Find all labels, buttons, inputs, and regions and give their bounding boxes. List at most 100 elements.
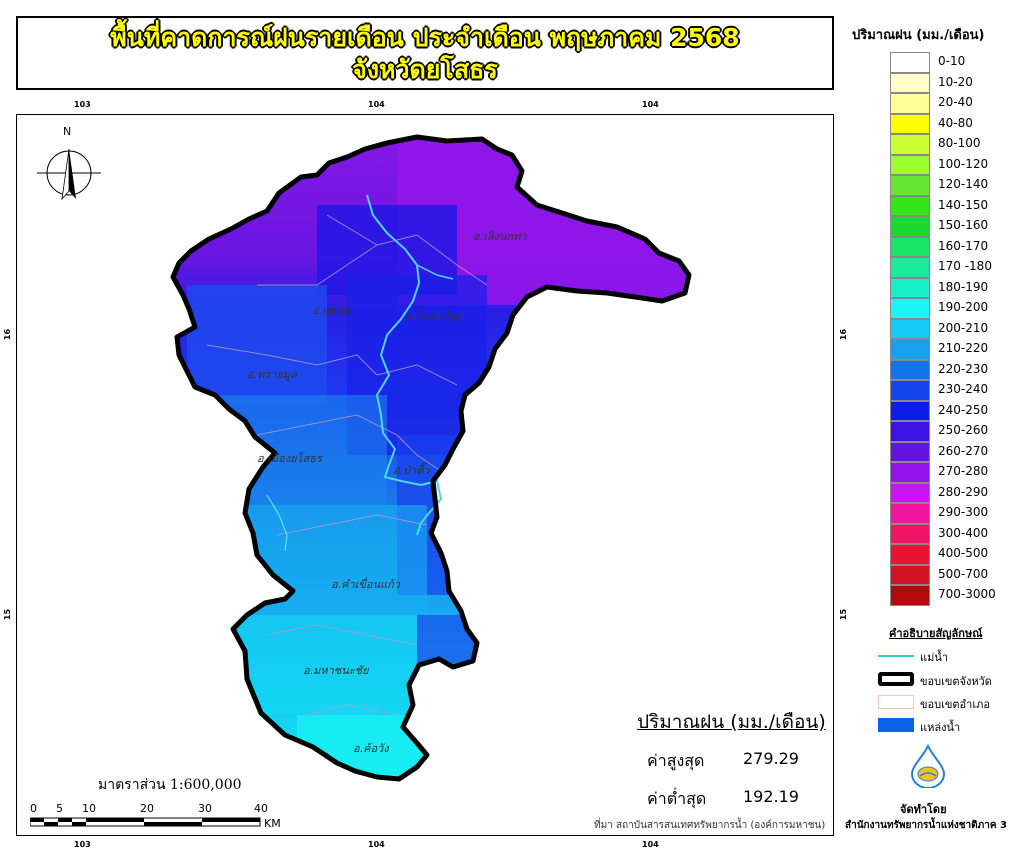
grid-tick-top-3: 104 [642,100,659,109]
legend-label: 120-140 [938,177,989,191]
legend-label: 20-40 [938,95,973,109]
map-title: พื้นที่คาดการณ์ฝนรายเดือน ประจำเดือน พฤษ… [110,23,740,52]
legend-swatch [890,441,930,462]
legend-label: 260-270 [938,443,989,458]
legend-label: 190-200 [938,300,989,314]
legend-label: 10-20 [938,74,973,89]
map-title-box: พื้นที่คาดการณ์ฝนรายเดือน ประจำเดือน พฤษ… [16,16,834,90]
legend-label: 210-220 [938,341,989,355]
legend-swatch [890,298,930,319]
legend-label: 270-280 [938,464,989,478]
grid-tick-right-2: 15 [839,608,849,621]
symbol-river-label: แม่น้ำ [920,651,949,664]
legend-swatch [890,52,930,73]
symbol-district-label: ขอบเขตอำเภอ [920,698,990,711]
legend-swatch [890,257,930,278]
district-label-kham-khuean-kaeo: อ.คำเขื่อนแก้ว [331,578,400,591]
grid-tick-left-2: 15 [3,608,13,621]
legend-label: 150-160 [938,218,989,232]
district-label-kut-chum: อ.กุดชุม [312,304,351,317]
legend-title: ปริมาณฝน (มม./เดือน) [852,28,985,43]
legend-label: 180-190 [938,279,989,294]
grid-tick-bottom-2: 104 [368,840,385,849]
scale-tick-30: 30 [198,802,212,815]
scale-tick-20: 20 [140,802,154,815]
legend-swatch [890,400,930,421]
legend-label: 250-260 [938,423,989,437]
legend-label: 220-230 [938,361,989,376]
scale-tick-5: 5 [56,802,63,815]
legend-label: 200-210 [938,320,989,335]
scale-unit: KM [264,817,281,830]
legend-swatch [890,544,930,565]
legend-label: 400-500 [938,546,989,560]
scale-bar [30,817,261,827]
legend-label: 240-250 [938,402,989,417]
grid-tick-top-2: 104 [368,100,385,109]
legend-swatch [890,113,930,134]
district-label-loeng-nok-tha: อ.เลิงนกทา [473,230,527,243]
organization-text: สำนักงานทรัพยากรน้ำแห่งชาติภาค 3 [845,820,1008,831]
legend-label: 170 -180 [938,259,992,273]
scale-tick-40: 40 [254,802,268,815]
legend-label: 230-240 [938,382,989,396]
grid-tick-bottom-1: 103 [74,840,91,849]
stats-min-label: ค่าต่ำสุด [647,789,707,808]
grid-tick-right-1: 16 [839,328,849,341]
legend-swatch [890,93,930,114]
legend-label: 100-120 [938,156,989,171]
river-icon [878,655,914,657]
stats-max-value: 279.29 [743,749,799,768]
legend-swatch [890,585,930,606]
legend-swatch [890,421,930,442]
legend-swatch [890,462,930,483]
water-body-icon [878,718,914,732]
stats-min-value: 192.19 [743,787,799,806]
legend-swatch [890,318,930,339]
legend-label: 0-10 [938,54,966,68]
legend-swatch [890,72,930,93]
legend-swatch [890,175,930,196]
legend-label: 40-80 [938,115,973,130]
symbols-title: คำอธิบายสัญลักษณ์ [889,627,983,640]
legend-label: 80-100 [938,136,981,150]
legend-swatch [890,564,930,585]
legend-swatch [890,277,930,298]
legend-swatch [890,482,930,503]
legend-label: 280-290 [938,484,989,499]
district-label-mueang-yasothon: อ.เมืองยโสธร [257,452,322,465]
stats-title: ปริมาณฝน (มม./เดือน) [637,711,826,733]
district-label-pa-tio: อ.ป่าติ้ว [393,464,430,477]
district-label-kho-wang: อ.ค้อวัง [353,742,389,755]
scale-tick-0: 0 [30,802,37,815]
grid-tick-bottom-3: 104 [642,840,659,849]
water-drop-logo-icon [910,744,946,788]
legend-swatch [890,523,930,544]
district-label-thai-charoen: อ.ไทยเจริญ [405,310,460,323]
legend-swatch [890,236,930,257]
source-text: ที่มา สถาบันสารสนเทศทรัพยากรน้ำ (องค์การ… [594,820,826,831]
legend-label: 700-3000 [938,587,996,601]
province-boundary-icon [878,672,914,686]
scale-tick-10: 10 [82,802,96,815]
district-boundary-icon [878,695,914,709]
map-subtitle: จังหวัดยโสธร [352,55,498,84]
legend-swatch [890,503,930,524]
legend-swatch [890,339,930,360]
legend-label: 290-300 [938,505,989,519]
district-label-sai-mun: อ.ทรายมูล [247,368,297,381]
legend-swatch [890,134,930,155]
legend-swatch [890,359,930,380]
legend-swatch [890,195,930,216]
stats-max-label: ค่าสูงสุด [647,751,705,770]
legend-label: 140-150 [938,197,989,212]
legend-swatch [890,216,930,237]
legend-swatch [890,154,930,175]
made-by-text: จัดทำโดย [900,803,947,816]
district-label-maha-chana-chai: อ.มหาชนะชัย [303,664,369,677]
grid-tick-left-1: 16 [3,328,13,341]
scale-text: มาตราส่วน 1:600,000 [98,777,242,793]
rainfall-map [37,115,834,836]
grid-tick-top-1: 103 [74,100,91,109]
north-arrow-icon [37,148,101,201]
